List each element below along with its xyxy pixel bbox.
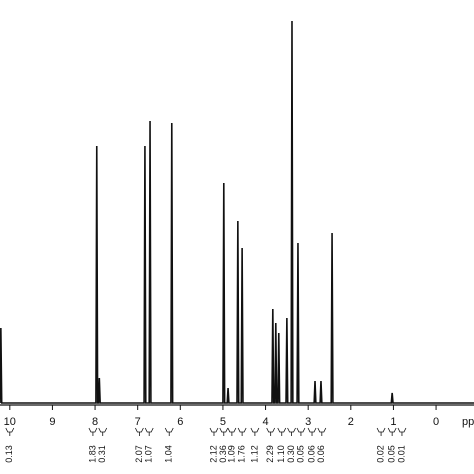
integral-label: 0.01 (396, 445, 406, 463)
integral-bracket (266, 427, 276, 436)
x-tick-label: 8 (92, 416, 98, 428)
integral-bracket (250, 427, 260, 436)
integral-label: 0.31 (97, 445, 107, 463)
x-tick-label: 1 (390, 416, 396, 428)
integral-label: 0.05 (387, 445, 397, 463)
integral-label: 0.06 (306, 445, 316, 463)
integral-label: 2.29 (265, 445, 275, 463)
integral-bracket (164, 427, 174, 436)
integral-label: 0.13 (4, 445, 14, 463)
integral-label: 1.09 (226, 445, 236, 463)
integral-bracket (88, 427, 98, 436)
integral-label: 2.07 (134, 445, 144, 463)
x-tick-label: 2 (348, 416, 354, 428)
integral-bracket (277, 427, 287, 436)
integral-label: 1.12 (249, 445, 259, 463)
spectrum-line (0, 20, 474, 404)
integral-label: 0.05 (295, 445, 305, 463)
integral-bracket (227, 427, 237, 436)
integral-label: 1.83 (87, 445, 97, 463)
integral-bracket (397, 427, 407, 436)
integral-bracket (135, 427, 144, 436)
x-tick-label: 0 (433, 416, 439, 428)
integral-bracket (209, 427, 219, 436)
integral-bracket (98, 427, 108, 436)
x-tick-label: 6 (177, 416, 183, 428)
integral-label: 1.07 (144, 445, 154, 463)
integral-bracket (317, 427, 327, 436)
integral-label: 1.76 (236, 445, 246, 463)
integral-bracket (144, 427, 154, 436)
integral-label: 2.12 (208, 445, 218, 463)
x-tick-label: 5 (220, 416, 226, 428)
integral-bracket (5, 427, 15, 436)
integral-bracket (387, 427, 397, 436)
x-tick-label: 7 (135, 416, 141, 428)
integral-bracket (307, 427, 317, 436)
integral-label: 1.04 (164, 445, 174, 463)
x-tick-label: 4 (262, 416, 268, 428)
x-tick-label: 3 (305, 416, 311, 428)
x-tick-label: 10 (4, 416, 16, 428)
integral-label: 0.02 (375, 445, 385, 463)
integral-label: 0.36 (218, 445, 228, 463)
integral-bracket (237, 427, 247, 436)
integral-bracket (296, 427, 306, 436)
integral-bracket (219, 427, 229, 436)
integral-label: 0.06 (316, 445, 326, 463)
x-tick-label: 9 (49, 416, 55, 428)
integral-bracket (376, 427, 386, 436)
integral-label: 0.30 (286, 445, 296, 463)
integral-label: 1.10 (276, 445, 286, 463)
x-axis-label: ppm (462, 416, 474, 428)
integral-bracket (287, 427, 296, 436)
